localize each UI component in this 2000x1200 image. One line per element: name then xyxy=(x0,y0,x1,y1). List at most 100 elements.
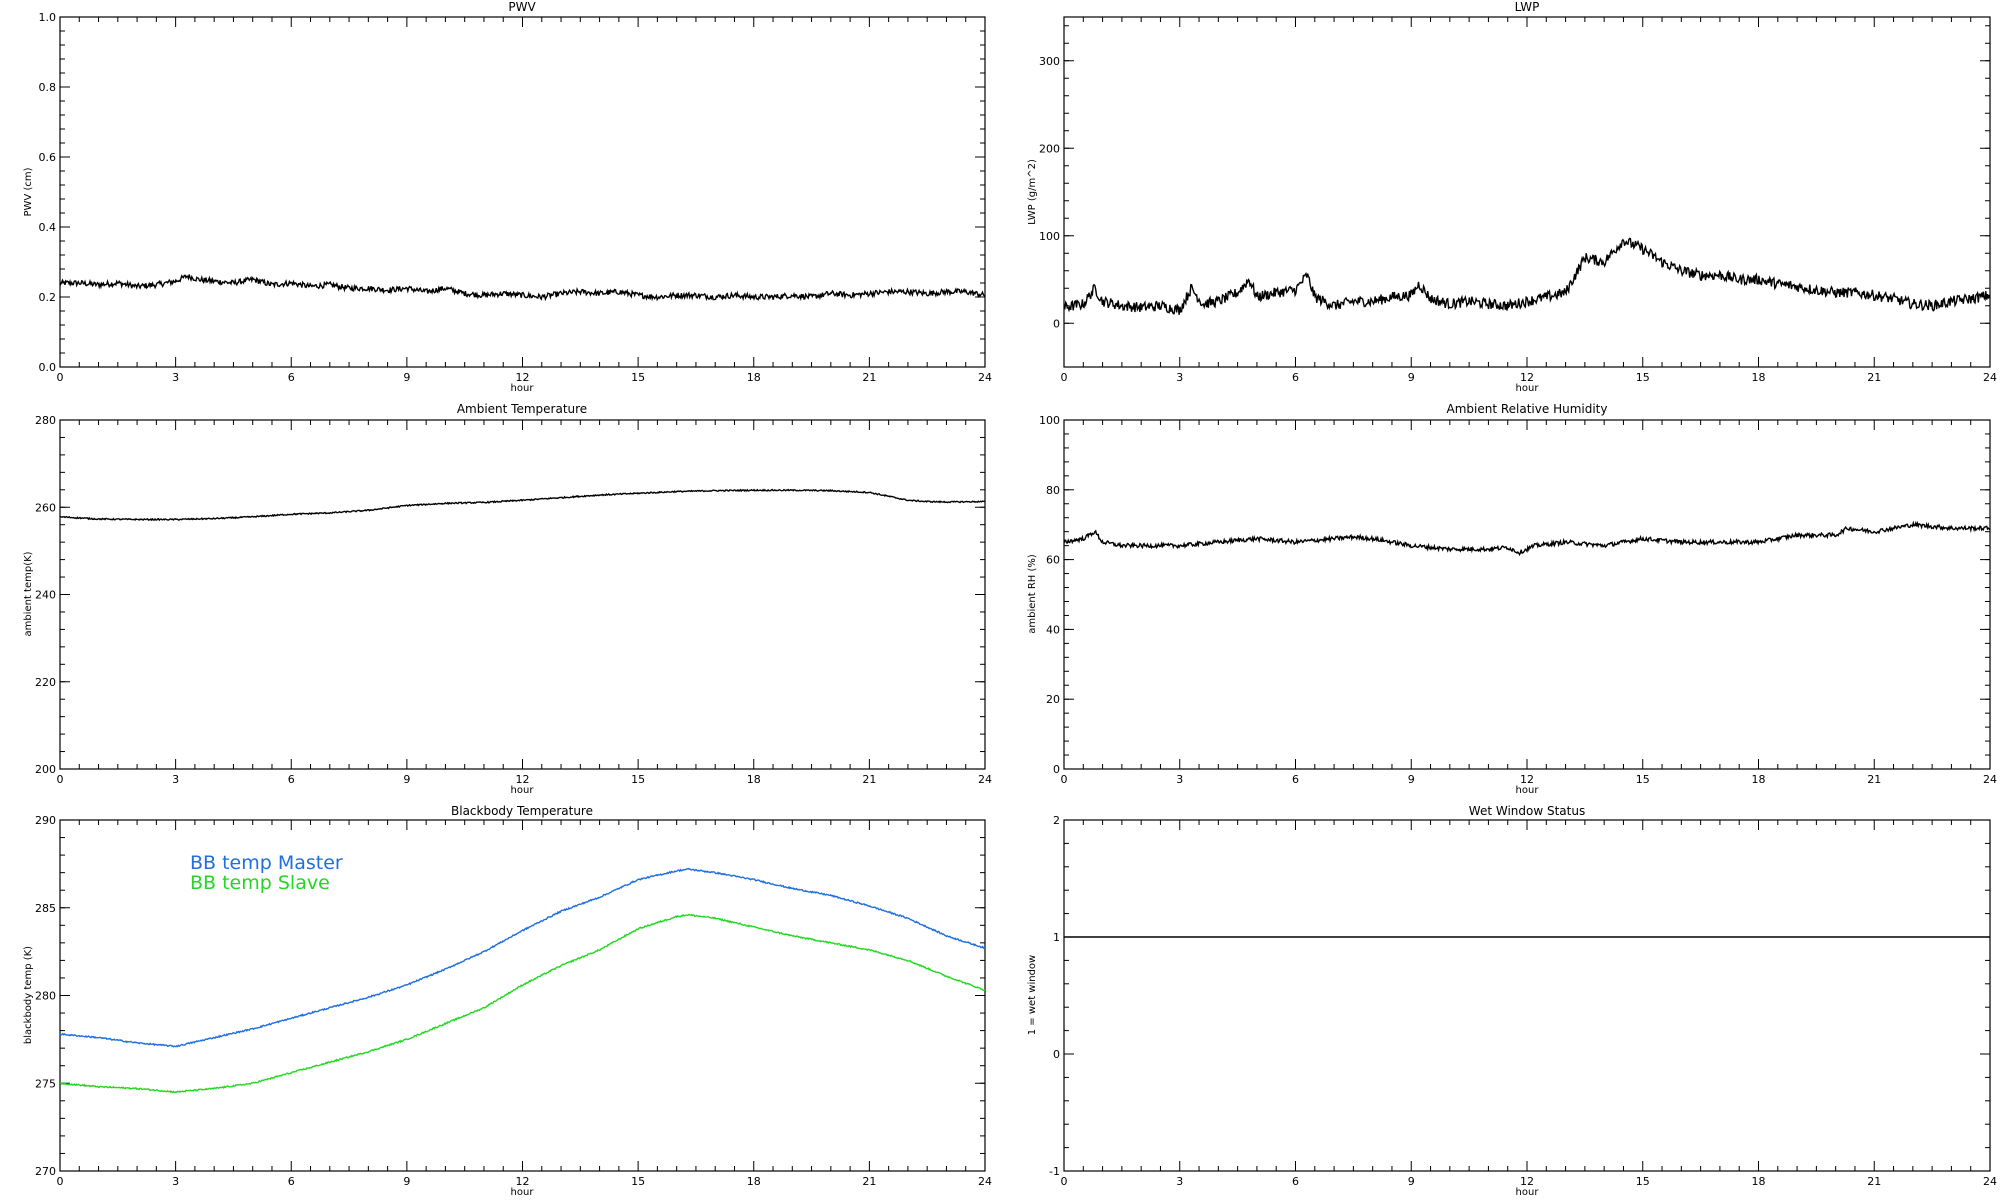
y-tick-label: 0.4 xyxy=(39,221,57,234)
x-tick-label: 12 xyxy=(516,371,530,384)
y-tick-label: 100 xyxy=(1039,230,1060,243)
y-tick-label: 275 xyxy=(35,1077,56,1090)
series-line-bb-temp-master xyxy=(59,867,986,1048)
y-tick-label: 280 xyxy=(35,990,56,1003)
x-tick-label: 9 xyxy=(1408,371,1415,384)
x-tick-label: 9 xyxy=(403,371,410,384)
y-tick-label: 0 xyxy=(1053,1048,1060,1061)
panel-title: Ambient Temperature xyxy=(457,402,587,416)
x-tick-label: 24 xyxy=(1983,371,1997,384)
x-tick-label: 3 xyxy=(1176,371,1183,384)
x-tick-label: 12 xyxy=(516,1175,530,1188)
y-tick-label: 1.0 xyxy=(39,11,57,24)
panel-blackbody-temperature: Blackbody Temperature hour blackbody tem… xyxy=(23,804,992,1198)
x-tick-label: 12 xyxy=(1520,1175,1534,1188)
x-tick-label: 9 xyxy=(1408,1175,1415,1188)
x-tick-label: 21 xyxy=(1867,371,1881,384)
panel-wet-window-status: Wet Window Status hour 1 = wet window 0 3… xyxy=(1027,804,1997,1198)
x-tick-label: 3 xyxy=(1176,1175,1183,1188)
y-axis-label: ambient RH (%) xyxy=(1027,554,1038,634)
panel-title: Wet Window Status xyxy=(1469,804,1585,818)
y-tick-label: 220 xyxy=(35,676,56,689)
x-tick-label: 6 xyxy=(288,1175,295,1188)
y-tick-label: 290 xyxy=(35,814,56,827)
y-axis-label: PWV (cm) xyxy=(23,167,34,216)
x-tick-label: 6 xyxy=(1292,773,1299,786)
x-tick-label: 0 xyxy=(57,773,64,786)
x-tick-label: 12 xyxy=(516,773,530,786)
x-tick-label: 18 xyxy=(747,371,761,384)
panel-title: Blackbody Temperature xyxy=(451,804,593,818)
x-tick-label: 15 xyxy=(631,371,645,384)
panel-ambient-temperature: Ambient Temperature hour ambient temp(K)… xyxy=(23,402,992,796)
x-tick-label: 15 xyxy=(1636,1175,1650,1188)
x-tick-label: 0 xyxy=(1061,1175,1068,1188)
x-tick-label: 0 xyxy=(57,371,64,384)
x-tick-label: 3 xyxy=(172,773,179,786)
x-tick-label: 15 xyxy=(1636,773,1650,786)
y-axis-label: LWP (g/m^2) xyxy=(1027,159,1038,225)
x-tick-label: 6 xyxy=(1292,371,1299,384)
y-tick-label: 200 xyxy=(1039,142,1060,155)
panel-title: LWP xyxy=(1515,0,1540,14)
y-tick-label: 1 xyxy=(1053,931,1060,944)
y-tick-label: 0.6 xyxy=(39,151,57,164)
x-axis-label: hour xyxy=(1516,785,1540,796)
y-tick-label: 0 xyxy=(1053,763,1060,776)
x-tick-label: 6 xyxy=(288,773,295,786)
series-line-bb-temp-slave xyxy=(59,913,985,1094)
x-axis-label: hour xyxy=(1516,1187,1540,1198)
x-tick-label: 21 xyxy=(862,773,876,786)
x-tick-label: 18 xyxy=(747,1175,761,1188)
plot-frame xyxy=(1063,819,1991,1172)
x-tick-label: 9 xyxy=(403,1175,410,1188)
x-tick-label: 12 xyxy=(1520,773,1534,786)
y-axis-label: blackbody temp (K) xyxy=(23,946,34,1044)
y-tick-label: 260 xyxy=(35,501,56,514)
x-tick-label: 3 xyxy=(1176,773,1183,786)
panel-ambient-relative-humidity: Ambient Relative Humidity hour ambient R… xyxy=(1027,402,1997,796)
y-tick-label: -1 xyxy=(1049,1165,1060,1178)
x-tick-label: 18 xyxy=(1752,371,1766,384)
x-tick-label: 12 xyxy=(1520,371,1534,384)
plot-frame xyxy=(1063,16,1991,368)
plot-frame xyxy=(1063,419,1991,770)
x-tick-label: 0 xyxy=(1061,773,1068,786)
x-tick-label: 24 xyxy=(978,1175,992,1188)
x-tick-label: 18 xyxy=(1752,1175,1766,1188)
series-line-0 xyxy=(59,274,986,302)
x-axis-label: hour xyxy=(511,383,535,394)
x-tick-label: 21 xyxy=(1867,773,1881,786)
x-tick-label: 18 xyxy=(1752,773,1766,786)
series-line-0 xyxy=(59,488,986,522)
y-tick-label: 60 xyxy=(1046,554,1060,567)
y-tick-label: 280 xyxy=(35,414,56,427)
x-tick-label: 21 xyxy=(1867,1175,1881,1188)
y-tick-label: 285 xyxy=(35,902,56,915)
x-tick-label: 24 xyxy=(978,773,992,786)
x-tick-label: 0 xyxy=(57,1175,64,1188)
legend-bb-temp-master: BB temp Master xyxy=(190,852,343,874)
panel-title: Ambient Relative Humidity xyxy=(1447,402,1608,416)
x-tick-label: 15 xyxy=(1636,371,1650,384)
y-tick-label: 200 xyxy=(35,763,56,776)
x-tick-label: 15 xyxy=(631,1175,645,1188)
x-tick-label: 3 xyxy=(172,1175,179,1188)
y-tick-label: 0.2 xyxy=(39,291,57,304)
y-tick-label: 0 xyxy=(1053,317,1060,330)
y-tick-label: 40 xyxy=(1046,623,1060,636)
y-tick-label: 100 xyxy=(1039,414,1060,427)
x-axis-label: hour xyxy=(511,785,535,796)
panel-pwv: PWV hour PWV (cm) 0 3 6 9 12 15 18 21 24 0.0 0.2 0.… xyxy=(23,0,992,394)
x-tick-label: 24 xyxy=(978,371,992,384)
y-tick-label: 20 xyxy=(1046,693,1060,706)
series-line-0 xyxy=(1063,520,1991,557)
y-tick-label: 0.8 xyxy=(39,81,57,94)
x-tick-label: 3 xyxy=(172,371,179,384)
y-tick-label: 270 xyxy=(35,1165,56,1178)
plot-frame xyxy=(59,16,986,368)
y-tick-label: 240 xyxy=(35,589,56,602)
x-tick-label: 18 xyxy=(747,773,761,786)
x-tick-label: 6 xyxy=(1292,1175,1299,1188)
